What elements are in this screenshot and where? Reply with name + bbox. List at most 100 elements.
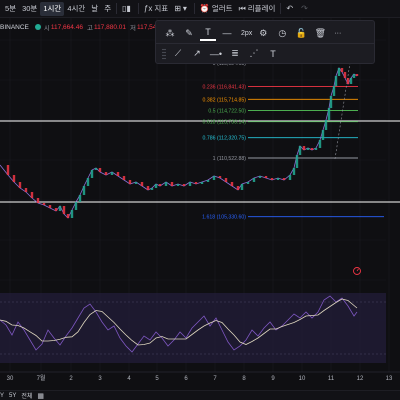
line-width-label[interactable]: 2px: [241, 29, 253, 37]
fib-level-label: 0.236 (116,841.43): [203, 85, 247, 91]
candle: [12, 175, 16, 182]
candle: [154, 184, 158, 188]
high-label: 고: [86, 25, 93, 32]
candle: [18, 182, 22, 188]
candle: [36, 198, 40, 203]
line-color-icon[interactable]: T: [200, 25, 216, 41]
grid-layout-icon: ⊞: [174, 4, 181, 13]
channel-icon[interactable]: ⋰: [249, 48, 259, 58]
replay-button[interactable]: ⏮ 리플레이: [236, 2, 279, 16]
interval-5m[interactable]: 5분: [5, 4, 17, 13]
candle: [94, 168, 98, 170]
toolbar-divider: [280, 3, 282, 14]
templates-icon[interactable]: ⁂: [165, 27, 175, 38]
candle-type-button[interactable]: ▯▮: [119, 2, 136, 16]
range-all[interactable]: 전체: [21, 394, 33, 400]
candle: [82, 186, 86, 195]
horizontal-line-icon[interactable]: —•: [209, 48, 223, 59]
time-axis-label: 9: [271, 376, 275, 382]
stopwatch-icon[interactable]: [353, 267, 361, 275]
oscillator-signal-line: [0, 298, 358, 346]
candle: [212, 176, 216, 180]
candle: [188, 182, 192, 186]
candle: [230, 182, 234, 186]
candle: [42, 203, 46, 205]
drag-handle-icon[interactable]: [162, 47, 166, 60]
candle: [318, 140, 322, 148]
time-axis-label: 2: [69, 376, 73, 382]
candle: [122, 176, 126, 180]
candles: [6, 68, 359, 218]
candle: [150, 188, 154, 190]
candle: [349, 78, 353, 84]
candle: [62, 206, 66, 214]
bottom-bar: Y 5Y 전체 ▦: [0, 390, 400, 400]
candle: [314, 148, 318, 150]
alert-button[interactable]: ⏰ 얼러트: [197, 2, 236, 16]
candle: [200, 182, 204, 184]
candle: [276, 178, 280, 180]
interval-30m[interactable]: 30분: [22, 4, 38, 13]
time-axis: 30 7월 2 3 4 5 6 7 8 9 10 11 12 13: [0, 371, 400, 382]
time-axis-label: 5: [155, 376, 159, 382]
candle: [86, 178, 90, 186]
range-year[interactable]: Y: [0, 392, 5, 399]
layout-button[interactable]: ⊞ ▾: [171, 2, 192, 16]
indicators-label: 지표: [154, 4, 169, 13]
candle: [306, 148, 310, 150]
candle: [140, 182, 144, 186]
alert-clock-icon[interactable]: ◷: [278, 27, 287, 38]
toolbar-divider: [193, 3, 195, 14]
candle: [90, 170, 94, 178]
candle: [58, 206, 62, 211]
time-axis-label: 13: [386, 376, 393, 382]
candle: [134, 182, 138, 184]
candle: [334, 76, 338, 86]
settings-icon[interactable]: ⚙: [259, 27, 268, 38]
candle: [98, 168, 102, 172]
fib-level-label: 0.618 (113,730.14): [203, 120, 247, 126]
candle: [48, 205, 52, 208]
calendar-icon[interactable]: ▦: [37, 392, 45, 400]
candle: [327, 108, 331, 120]
ray-icon[interactable]: ↗: [193, 48, 201, 58]
candle: [264, 176, 268, 178]
candle: [54, 208, 58, 211]
text-tool-icon[interactable]: T: [270, 48, 276, 59]
time-axis-label: 7: [213, 376, 217, 382]
chart-area[interactable]: 0 (118,924.13) 0.236 (116,841.43) 0.382 (1…: [0, 18, 400, 390]
fib-level-label: 0 (118,924.13): [213, 61, 247, 67]
fib-level-label: 0.786 (112,320.75): [203, 136, 247, 142]
brush-icon[interactable]: ✎: [185, 27, 193, 38]
candle: [206, 180, 210, 182]
fib-level-label: 1.618 (105,330.60): [202, 215, 246, 221]
price-chart[interactable]: 0 (118,924.13) 0.236 (116,841.43) 0.382 (1…: [0, 18, 400, 390]
fibonacci-retracement[interactable]: 0 (118,924.13) 0.236 (116,841.43) 0.382 (1…: [202, 61, 384, 221]
range-5year[interactable]: 5Y: [9, 392, 17, 399]
indicators-icon: ƒx: [143, 4, 153, 13]
trend-line-icon[interactable]: ⟋: [174, 48, 182, 58]
candle: [218, 176, 222, 178]
line-style-icon[interactable]: —: [222, 28, 232, 38]
interval-4h[interactable]: 4시간: [67, 4, 86, 13]
interval-week[interactable]: 주: [104, 4, 112, 13]
lock-icon[interactable]: 🔓: [295, 27, 307, 38]
candle: [340, 68, 344, 72]
redo-button[interactable]: ↷: [298, 2, 313, 16]
candle: [329, 96, 333, 108]
interval-1h[interactable]: 1시간: [40, 1, 65, 16]
symbol-exchange: BINANCE: [0, 23, 29, 31]
time-axis-label: 10: [299, 376, 306, 382]
interval-day[interactable]: 날: [91, 4, 99, 13]
time-axis-label: 3: [98, 376, 102, 382]
indicators-button[interactable]: ƒx 지표: [141, 2, 171, 16]
trash-icon[interactable]: 🗑: [314, 27, 327, 38]
open-value: 117,664.46: [50, 23, 83, 31]
more-options-button[interactable]: ···: [334, 29, 342, 37]
replay-icon: ⏮: [238, 3, 246, 13]
chevron-down-icon: ▾: [182, 4, 187, 13]
fibonacci-icon[interactable]: ≣: [231, 48, 239, 58]
undo-button[interactable]: ↶: [283, 2, 298, 16]
candle: [194, 182, 198, 184]
candle: [346, 78, 350, 84]
